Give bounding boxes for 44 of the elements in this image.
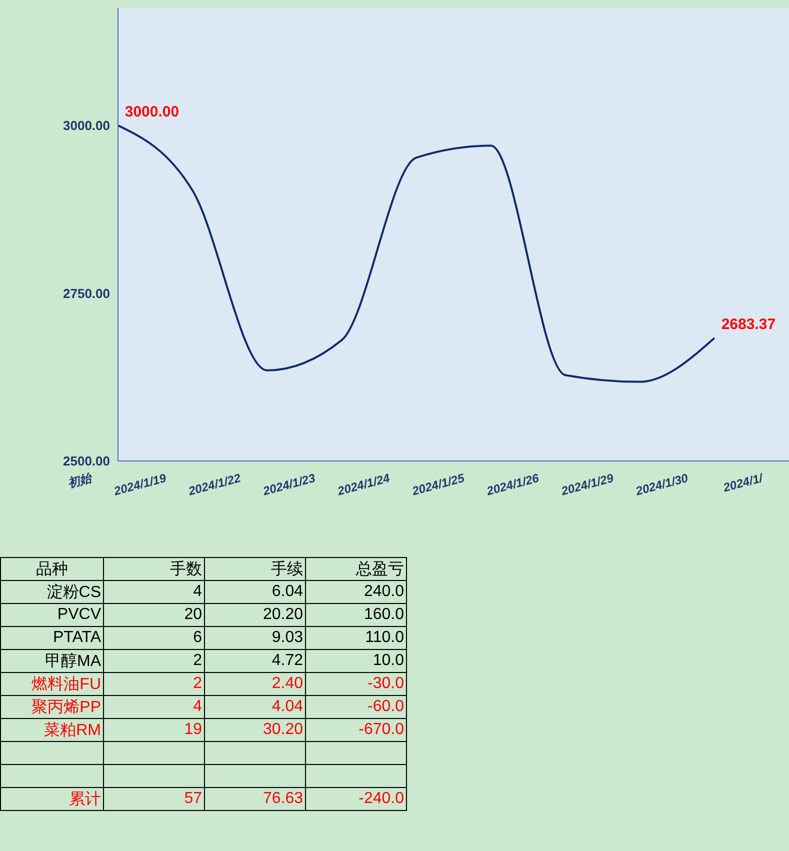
category-label: 手续 xyxy=(204,558,306,580)
text: 4.04 xyxy=(272,698,303,715)
text: -60.0 xyxy=(368,698,404,715)
x-tick-label: 初始 xyxy=(66,470,95,491)
text: 6.04 xyxy=(272,583,303,600)
text: 30.20 xyxy=(262,721,303,738)
text: 2 xyxy=(193,652,202,669)
text: 110.0 xyxy=(365,629,404,646)
y-tick-label: 2750.00 xyxy=(63,286,110,301)
category-label: 总盈亏 xyxy=(306,558,406,580)
category-label: 手数 xyxy=(104,558,204,580)
text: 240.0 xyxy=(364,583,404,600)
line-series xyxy=(117,124,716,383)
category-label: 累计 xyxy=(69,790,101,808)
category-label: PVCV xyxy=(57,606,101,623)
y-tick-label: 3000.00 xyxy=(63,118,110,134)
text: -670.0 xyxy=(358,721,404,738)
text: 4 xyxy=(193,583,202,600)
data-label: 2683.37 xyxy=(721,316,776,333)
text: 6 xyxy=(193,629,202,646)
text: 9.03 xyxy=(272,629,303,646)
category-label: 淀粉CS xyxy=(46,584,101,600)
text: 57 xyxy=(184,790,202,807)
text: 2 xyxy=(193,675,202,692)
text: 2.40 xyxy=(272,675,303,692)
x-tick-label: 2024/1/ xyxy=(720,470,766,496)
text: 160.0 xyxy=(364,606,404,623)
data-label: 3000.00 xyxy=(124,103,180,120)
category-label: 聚丙烯PP xyxy=(32,698,101,716)
text: 4.72 xyxy=(272,652,303,669)
text: -30.0 xyxy=(368,675,404,692)
category-label: PTATA xyxy=(53,629,101,646)
text: 4 xyxy=(193,698,202,715)
category-label: 燃料油FU xyxy=(32,676,101,692)
category-label: 甲醇MA xyxy=(45,652,101,670)
text: 19 xyxy=(184,721,202,738)
text: 10.0 xyxy=(372,652,404,669)
text: 20 xyxy=(184,606,202,623)
text: 20.20 xyxy=(262,606,303,623)
category-label: 菜粕RM xyxy=(44,722,101,738)
category-label: 品种 xyxy=(0,558,104,580)
text: -240.0 xyxy=(358,790,404,807)
text: 76.63 xyxy=(262,790,303,807)
y-tick-label: 2500.00 xyxy=(63,454,110,469)
